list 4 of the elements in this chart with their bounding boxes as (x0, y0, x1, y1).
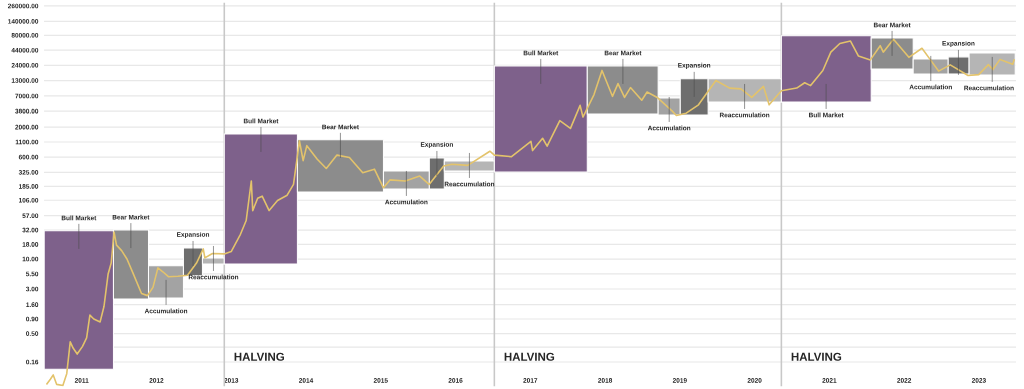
line-series (45, 38, 1016, 387)
ref-line-label: HALVING (791, 352, 842, 361)
ref-line-label: HALVING (234, 352, 285, 361)
ref-line-label: HALVING (504, 352, 555, 361)
